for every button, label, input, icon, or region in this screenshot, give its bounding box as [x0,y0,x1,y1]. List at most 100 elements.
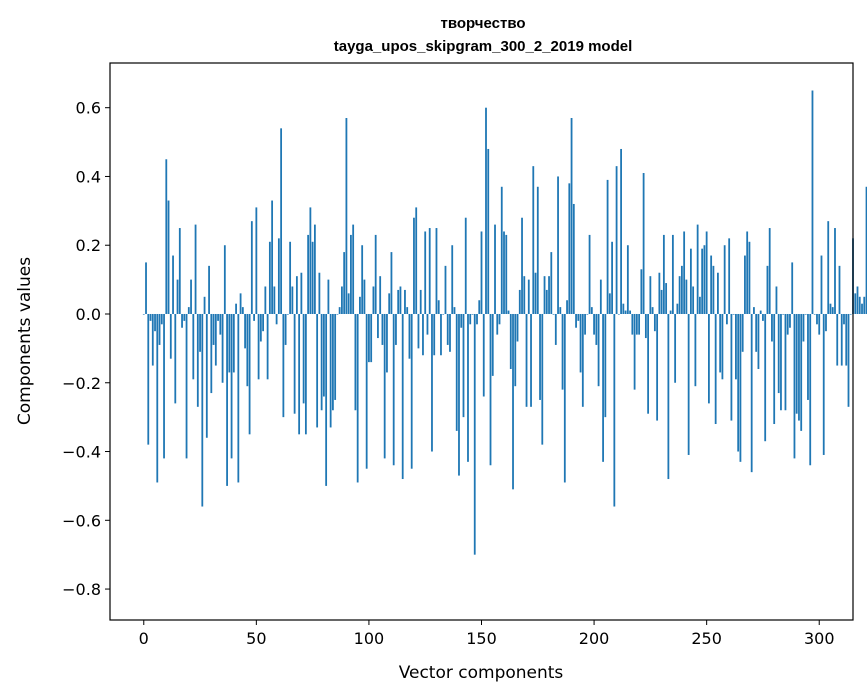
bar-component-259 [726,313,728,325]
bar-component-229 [658,272,661,314]
bar-component-179 [545,289,548,314]
bar-component-72 [304,313,307,435]
bar-component-234 [669,310,672,314]
bar-component-106 [381,313,384,345]
bar-component-321 [865,186,867,314]
bar-component-290 [795,313,798,414]
x-tick-label: 50 [246,629,266,648]
bar-component-61 [280,128,283,314]
bar-component-156 [494,224,496,314]
bar-component-231 [662,234,665,314]
bar-component-76 [313,224,316,314]
bar-component-311 [843,313,845,325]
bar-component-57 [271,200,274,314]
bar-component-227 [653,313,656,332]
bar-component-91 [347,293,350,314]
bar-component-169 [523,276,526,314]
bar-component-107 [383,313,386,459]
bar-component-2 [147,313,150,445]
bar-component-135 [446,313,449,345]
bar-component-44 [241,307,244,314]
bar-component-101 [370,313,373,363]
bar-component-200 [593,313,595,335]
bar-component-113 [397,289,400,314]
bar-component-137 [451,245,454,314]
bar-component-141 [460,313,463,328]
bar-component-316 [854,293,857,314]
bar-component-26 [201,313,204,507]
bar-component-245 [694,313,697,387]
bar-component-165 [514,313,517,387]
bar-component-278 [768,228,771,314]
bar-component-53 [262,313,264,332]
bar-component-9 [163,313,165,459]
bar-component-58 [273,286,276,314]
bar-component-263 [735,313,737,380]
bar-component-158 [498,313,501,325]
bar-component-147 [473,313,476,555]
bar-component-184 [557,176,559,314]
bar-component-265 [739,313,742,462]
bar-component-195 [581,313,584,407]
bar-component-199 [590,307,593,314]
bar-component-38 [228,313,231,373]
bar-component-281 [775,286,778,314]
bar-component-270 [750,313,753,473]
bar-component-29 [208,265,210,314]
bar-component-206 [606,179,609,314]
bar-component-102 [372,286,375,314]
bar-component-10 [165,159,168,314]
y-tick-label: −0.2 [62,374,101,393]
bar-component-42 [237,313,240,483]
bar-component-198 [588,234,591,314]
bar-component-225 [649,276,652,314]
bar-component-222 [642,173,645,314]
bar-component-241 [685,279,688,314]
y-tick-label: 0.4 [76,167,101,186]
bar-component-114 [399,286,402,314]
bar-component-190 [570,118,573,314]
bar-component-18 [183,313,186,321]
bar-component-152 [485,107,487,314]
bar-component-319 [861,303,863,314]
bar-component-304 [827,221,830,314]
bar-component-275 [762,313,764,321]
bar-component-36 [223,245,226,314]
bar-component-63 [284,313,287,345]
bar-component-142 [462,313,465,418]
bar-component-125 [424,231,427,314]
bar-component-3 [149,313,152,321]
bar-component-236 [674,313,677,383]
bar-component-175 [536,186,539,314]
bar-component-196 [584,313,586,335]
bar-component-193 [577,313,580,321]
bar-component-103 [374,234,377,314]
bar-component-67 [293,313,296,414]
x-tick-label: 150 [466,629,497,648]
bar-component-224 [647,313,650,414]
bar-component-133 [442,313,445,315]
bar-component-33 [217,313,219,321]
bar-component-74 [309,207,312,314]
bar-component-216 [629,310,631,314]
bar-component-289 [793,313,796,459]
bar-component-163 [509,313,512,369]
bar-component-164 [512,313,514,490]
bar-component-143 [464,217,467,314]
bar-component-51 [257,313,260,380]
bar-component-150 [480,231,483,314]
bar-component-246 [696,224,699,314]
bar-component-123 [419,289,422,314]
bar-component-93 [352,224,355,314]
bar-component-166 [516,313,519,342]
bar-component-34 [219,313,222,335]
bar-component-27 [203,296,206,314]
bar-component-238 [678,276,681,314]
bar-component-299 [816,313,818,325]
bars-group [142,90,867,555]
bar-component-294 [804,313,807,315]
bar-component-71 [302,313,305,404]
bar-component-52 [259,313,262,342]
y-axis-ticks: −0.8 −0.6 −0.4 −0.2 0.0 0.2 0.4 0.6 [62,99,110,599]
bar-component-302 [822,313,825,455]
